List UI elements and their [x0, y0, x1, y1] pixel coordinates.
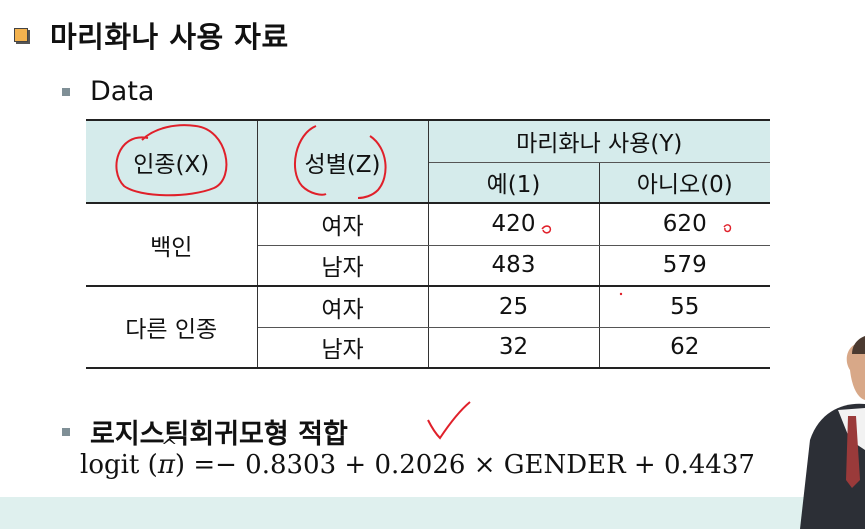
bullet-fit: 로지스틱회귀모형 적합 — [62, 412, 348, 451]
bullet-fit-text: 로지스틱회귀모형 적합 — [90, 419, 348, 450]
header-no: 아니오(0) — [599, 162, 770, 204]
yes-cell: 32 — [428, 327, 600, 369]
formula-pi: π — [157, 450, 175, 480]
gender-cell: 여자 — [257, 203, 429, 246]
race-cell: 다른 인종 — [86, 286, 258, 369]
header-race: 인종(X) — [86, 119, 258, 204]
no-cell: 579 — [599, 245, 770, 287]
square-bullet-icon — [62, 427, 70, 436]
checkmark-icon — [427, 401, 471, 440]
formula-pi-hat: ^ π — [157, 434, 178, 480]
no-cell: 620 — [599, 203, 770, 246]
header-yes: 예(1) — [428, 162, 600, 204]
square-bullet-icon — [62, 87, 70, 96]
presenter-figure — [800, 336, 865, 529]
formula-rest: =− 0.8303 + 0.2026 × GENDER + 0.4437 — [193, 450, 755, 480]
table-row: 다른 인종 여자 25 55 — [86, 286, 770, 369]
no-cell: 55 — [599, 286, 770, 328]
table-row: 남자 32 62 — [86, 327, 770, 369]
yes-cell: 420 — [428, 203, 600, 246]
gender-cell: 여자 — [257, 286, 429, 328]
slide-title-text: 마리화나 사용 자료 — [50, 20, 289, 54]
title-bullet-icon — [14, 28, 28, 42]
header-use: 마리화나 사용(Y) — [428, 119, 770, 163]
marijuana-table: 인종(X) 성별(Z) 마리화나 사용(Y) 예(1) 아니오(0) 백인 여자… — [86, 119, 770, 369]
yes-cell: 483 — [428, 245, 600, 287]
gender-cell: 남자 — [257, 327, 429, 369]
formula-hat: ^ — [160, 434, 178, 458]
race-cell: 백인 — [86, 203, 258, 287]
logit-formula: logit (^ π) =− 0.8303 + 0.2026 × GENDER +… — [80, 434, 755, 480]
formula-prefix: logit — [80, 450, 140, 480]
no-cell: 62 — [599, 327, 770, 369]
bullet-data-text: Data — [90, 76, 155, 107]
slide-title: 마리화나 사용 자료 — [14, 14, 289, 56]
table-row: 백인 여자 420 620 — [86, 203, 770, 287]
header-gender: 성별(Z) — [257, 119, 429, 204]
gender-cell: 남자 — [257, 245, 429, 287]
bullet-data: Data — [62, 76, 154, 107]
table-row: 남자 483 579 — [86, 245, 770, 287]
yes-cell: 25 — [428, 286, 600, 328]
bottom-band — [0, 497, 865, 529]
formula-paren: ( — [147, 450, 158, 480]
